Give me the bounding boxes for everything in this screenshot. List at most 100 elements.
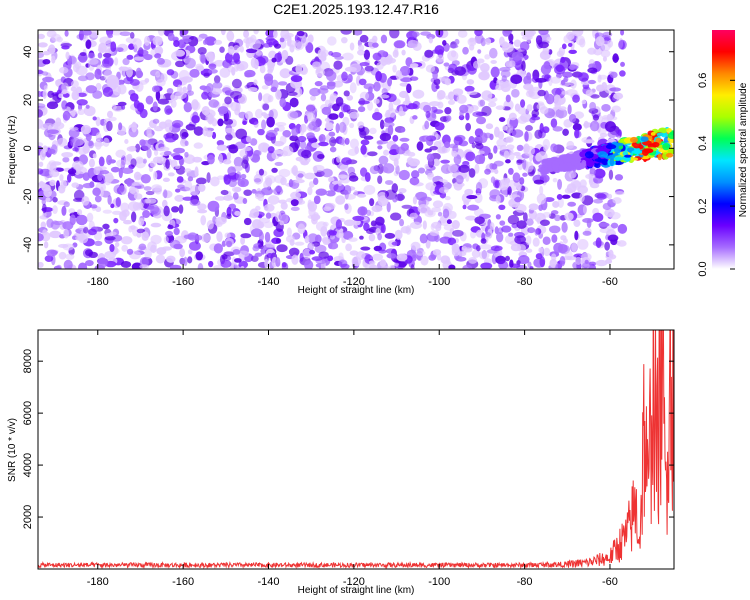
heatmap-cell bbox=[494, 169, 499, 175]
heatmap-signal-cell bbox=[658, 127, 668, 134]
heatmap-cell bbox=[417, 203, 430, 214]
heatmap-cell bbox=[589, 101, 597, 111]
heatmap-cell bbox=[166, 69, 175, 76]
heatmap-cell bbox=[38, 42, 48, 48]
snr-x-tick-label: -80 bbox=[517, 576, 533, 588]
heatmap-cell bbox=[88, 158, 95, 168]
heatmap-cell bbox=[534, 129, 543, 140]
heatmap-cell bbox=[257, 221, 264, 229]
heatmap-cell bbox=[550, 118, 558, 128]
heatmap-cell bbox=[338, 138, 345, 146]
heatmap-cell bbox=[308, 181, 315, 188]
heatmap-cell bbox=[324, 99, 331, 107]
heatmap-cell bbox=[144, 78, 150, 83]
heatmap-cell bbox=[411, 170, 420, 179]
heatmap-cell bbox=[479, 99, 486, 107]
heatmap-cell bbox=[275, 186, 282, 192]
heatmap-cell bbox=[573, 219, 581, 227]
heatmap-cell bbox=[197, 209, 208, 214]
heatmap-cell bbox=[38, 103, 46, 109]
heatmap-cell bbox=[550, 143, 558, 153]
heatmap-signal-cell bbox=[656, 132, 665, 137]
heatmap-cell bbox=[562, 128, 569, 136]
heatmap-cell bbox=[519, 41, 530, 52]
heatmap-cell bbox=[154, 53, 162, 59]
heatmap-cell bbox=[398, 188, 407, 194]
heatmap-cell bbox=[231, 78, 242, 89]
heatmap-panel: -180 -160 -140 -120 -100 -80 -60 -40 -20 0 20 40 H… bbox=[7, 29, 675, 296]
heatmap-cell bbox=[253, 30, 259, 35]
heatmap-cell bbox=[351, 256, 362, 267]
heatmap-cell bbox=[142, 210, 151, 218]
heatmap-cell bbox=[155, 90, 161, 101]
heatmap-cell bbox=[410, 241, 421, 251]
heatmap-cell bbox=[152, 101, 158, 112]
heatmap-cell bbox=[373, 98, 380, 104]
heatmap-cell bbox=[109, 244, 115, 252]
heatmap-cell bbox=[240, 236, 246, 245]
heatmap-cell bbox=[479, 243, 492, 250]
heatmap-cell bbox=[505, 136, 514, 143]
heatmap-cell bbox=[535, 35, 543, 45]
heatmap-cell bbox=[385, 109, 391, 118]
heatmap-cell bbox=[93, 166, 101, 175]
heatmap-cell bbox=[333, 183, 346, 193]
heatmap-signal-cell bbox=[629, 136, 638, 143]
heatmap-cell bbox=[99, 36, 112, 45]
heatmap-cell bbox=[236, 63, 245, 72]
heatmap-cell bbox=[85, 104, 90, 109]
heatmap-y-axis-label: Frequency (Hz) bbox=[7, 116, 18, 185]
heatmap-cell bbox=[87, 58, 99, 65]
heatmap-cell bbox=[519, 177, 525, 185]
heatmap-cell bbox=[254, 178, 262, 183]
heatmap-cell bbox=[282, 129, 292, 138]
heatmap-cell bbox=[439, 236, 452, 244]
heatmap-cell bbox=[307, 186, 313, 196]
heatmap-cell bbox=[77, 92, 87, 98]
heatmap-cell bbox=[253, 149, 260, 157]
heatmap-signal-cell bbox=[579, 151, 587, 158]
heatmap-cell bbox=[406, 83, 412, 94]
heatmap-cell bbox=[609, 71, 618, 79]
heatmap-cell bbox=[42, 122, 54, 130]
heatmap-cell bbox=[219, 46, 225, 53]
heatmap-cell bbox=[88, 251, 98, 259]
heatmap-cell bbox=[243, 30, 250, 39]
heatmap-cell bbox=[182, 196, 194, 201]
heatmap-cell bbox=[102, 86, 114, 98]
heatmap-cell bbox=[557, 178, 563, 190]
heatmap-cell bbox=[567, 104, 572, 115]
heatmap-cell bbox=[208, 63, 217, 70]
heatmap-cell bbox=[572, 123, 582, 131]
colorbar-tick-label: 0.0 bbox=[697, 261, 709, 276]
heatmap-cell bbox=[95, 82, 102, 91]
heatmap-cell bbox=[179, 248, 186, 258]
heatmap-cell bbox=[575, 35, 585, 46]
heatmap-cell bbox=[117, 101, 127, 106]
heatmap-cell bbox=[568, 113, 577, 123]
heatmap-cell bbox=[360, 139, 370, 146]
heatmap-cell bbox=[587, 47, 597, 55]
heatmap-cell bbox=[224, 96, 232, 105]
heatmap-cell bbox=[72, 197, 85, 203]
heatmap-cell bbox=[566, 183, 577, 194]
heatmap-cell bbox=[494, 226, 499, 235]
heatmap-cell bbox=[561, 194, 571, 199]
heatmap-cell bbox=[258, 55, 269, 64]
heatmap-cell bbox=[187, 176, 194, 182]
heatmap-cell bbox=[63, 228, 70, 239]
heatmap-cell bbox=[297, 223, 306, 235]
heatmap-cell bbox=[524, 130, 529, 142]
heatmap-cell bbox=[461, 246, 468, 254]
heatmap-cell bbox=[251, 119, 259, 125]
heatmap-cell bbox=[558, 106, 567, 111]
heatmap-cell bbox=[83, 226, 89, 234]
heatmap-cell bbox=[371, 42, 379, 48]
heatmap-cell bbox=[428, 36, 433, 44]
heatmap-cell bbox=[327, 36, 337, 46]
heatmap-cell bbox=[349, 42, 355, 51]
heatmap-cell bbox=[357, 49, 365, 56]
heatmap-cell bbox=[372, 52, 382, 61]
heatmap-cell bbox=[235, 171, 242, 182]
heatmap-cell bbox=[606, 113, 613, 122]
